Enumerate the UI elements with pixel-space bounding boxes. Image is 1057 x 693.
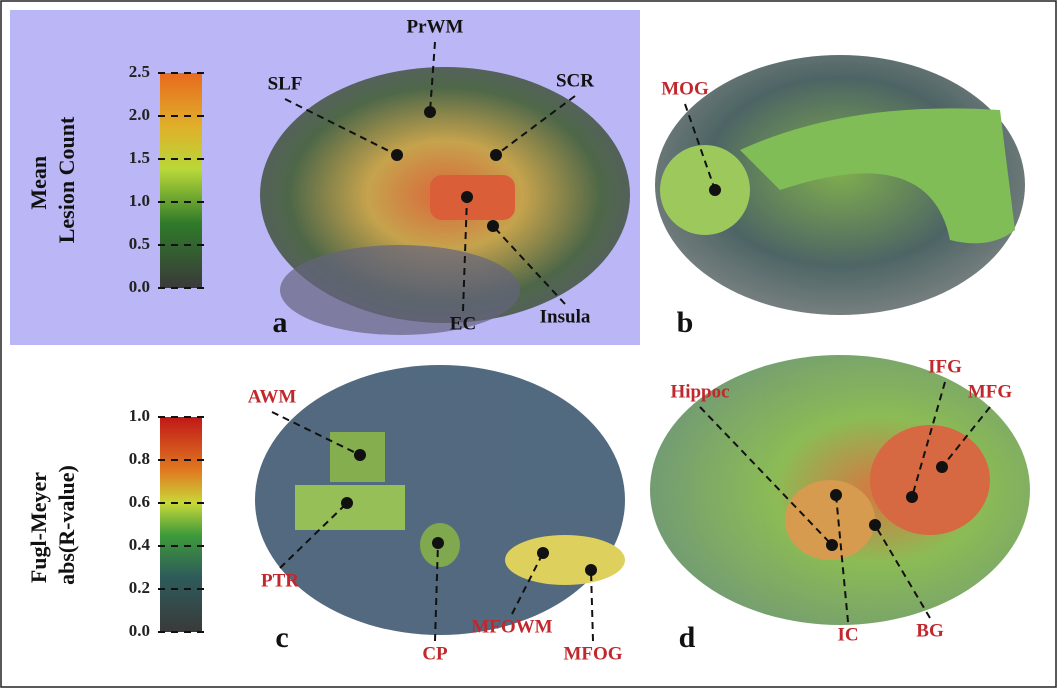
colorbar-title-line: abs(R-value) <box>54 465 79 585</box>
region-label: EC <box>450 313 476 334</box>
tick-label: 0.5 <box>129 234 150 253</box>
colorbar-title-line: Mean <box>26 156 51 210</box>
region-dot <box>487 220 499 232</box>
region-label: SLF <box>268 73 303 94</box>
region-label: BG <box>916 620 944 641</box>
colorbar <box>160 417 202 632</box>
region-label: PTR <box>261 570 299 591</box>
region-dot <box>354 449 366 461</box>
region-label: MOG <box>661 78 709 99</box>
region-dot <box>461 191 473 203</box>
tick-label: 0.0 <box>129 621 150 640</box>
tick-label: 0.0 <box>129 277 150 296</box>
colorbar-title-line: Lesion Count <box>54 116 79 243</box>
region-label: Hippoc <box>670 381 729 402</box>
region-label: IFG <box>928 356 962 377</box>
tick-label: 0.6 <box>129 492 150 511</box>
region-label: PrWM <box>407 16 464 37</box>
brain-b <box>655 55 1025 315</box>
region-label: MFG <box>968 381 1013 402</box>
colorbar <box>160 73 202 288</box>
region-dot <box>490 149 502 161</box>
region-dot <box>391 149 403 161</box>
region-dot <box>424 106 436 118</box>
region-dot <box>585 564 597 576</box>
region-dot <box>709 184 721 196</box>
figure: Mean Lesion Count Fugl-Meyer abs(R-value… <box>0 0 1057 688</box>
tick-label: 0.4 <box>129 535 151 554</box>
region-dot <box>936 461 948 473</box>
tick-label: 1.0 <box>129 191 150 210</box>
tick-label: 0.2 <box>129 578 150 597</box>
region-label: CP <box>422 643 448 664</box>
colorbar-title-line: Fugl-Meyer <box>26 472 51 583</box>
panel-label: b <box>677 306 694 339</box>
region-label: SCR <box>556 70 594 91</box>
tick-label: 1.0 <box>129 406 150 425</box>
panel-label: c <box>275 621 288 654</box>
tick-label: 2.5 <box>129 62 150 81</box>
tick-label: 1.5 <box>129 148 150 167</box>
region-label: IC <box>837 624 858 645</box>
region-label: MFOG <box>563 643 622 664</box>
brain-c <box>255 365 625 635</box>
region-dot <box>537 547 549 559</box>
region-label: AWM <box>248 386 297 407</box>
region-dot <box>826 539 838 551</box>
tick-label: 2.0 <box>129 105 150 124</box>
tick-label: 0.8 <box>129 449 150 468</box>
region-dot <box>830 489 842 501</box>
region-dot <box>906 491 918 503</box>
region-dot <box>869 519 881 531</box>
region-label: Insula <box>540 306 591 327</box>
panel-label: a <box>273 306 288 339</box>
region-label: MFOWM <box>471 616 552 637</box>
region-dot <box>341 497 353 509</box>
panel-label: d <box>679 621 696 654</box>
region-dot <box>432 537 444 549</box>
